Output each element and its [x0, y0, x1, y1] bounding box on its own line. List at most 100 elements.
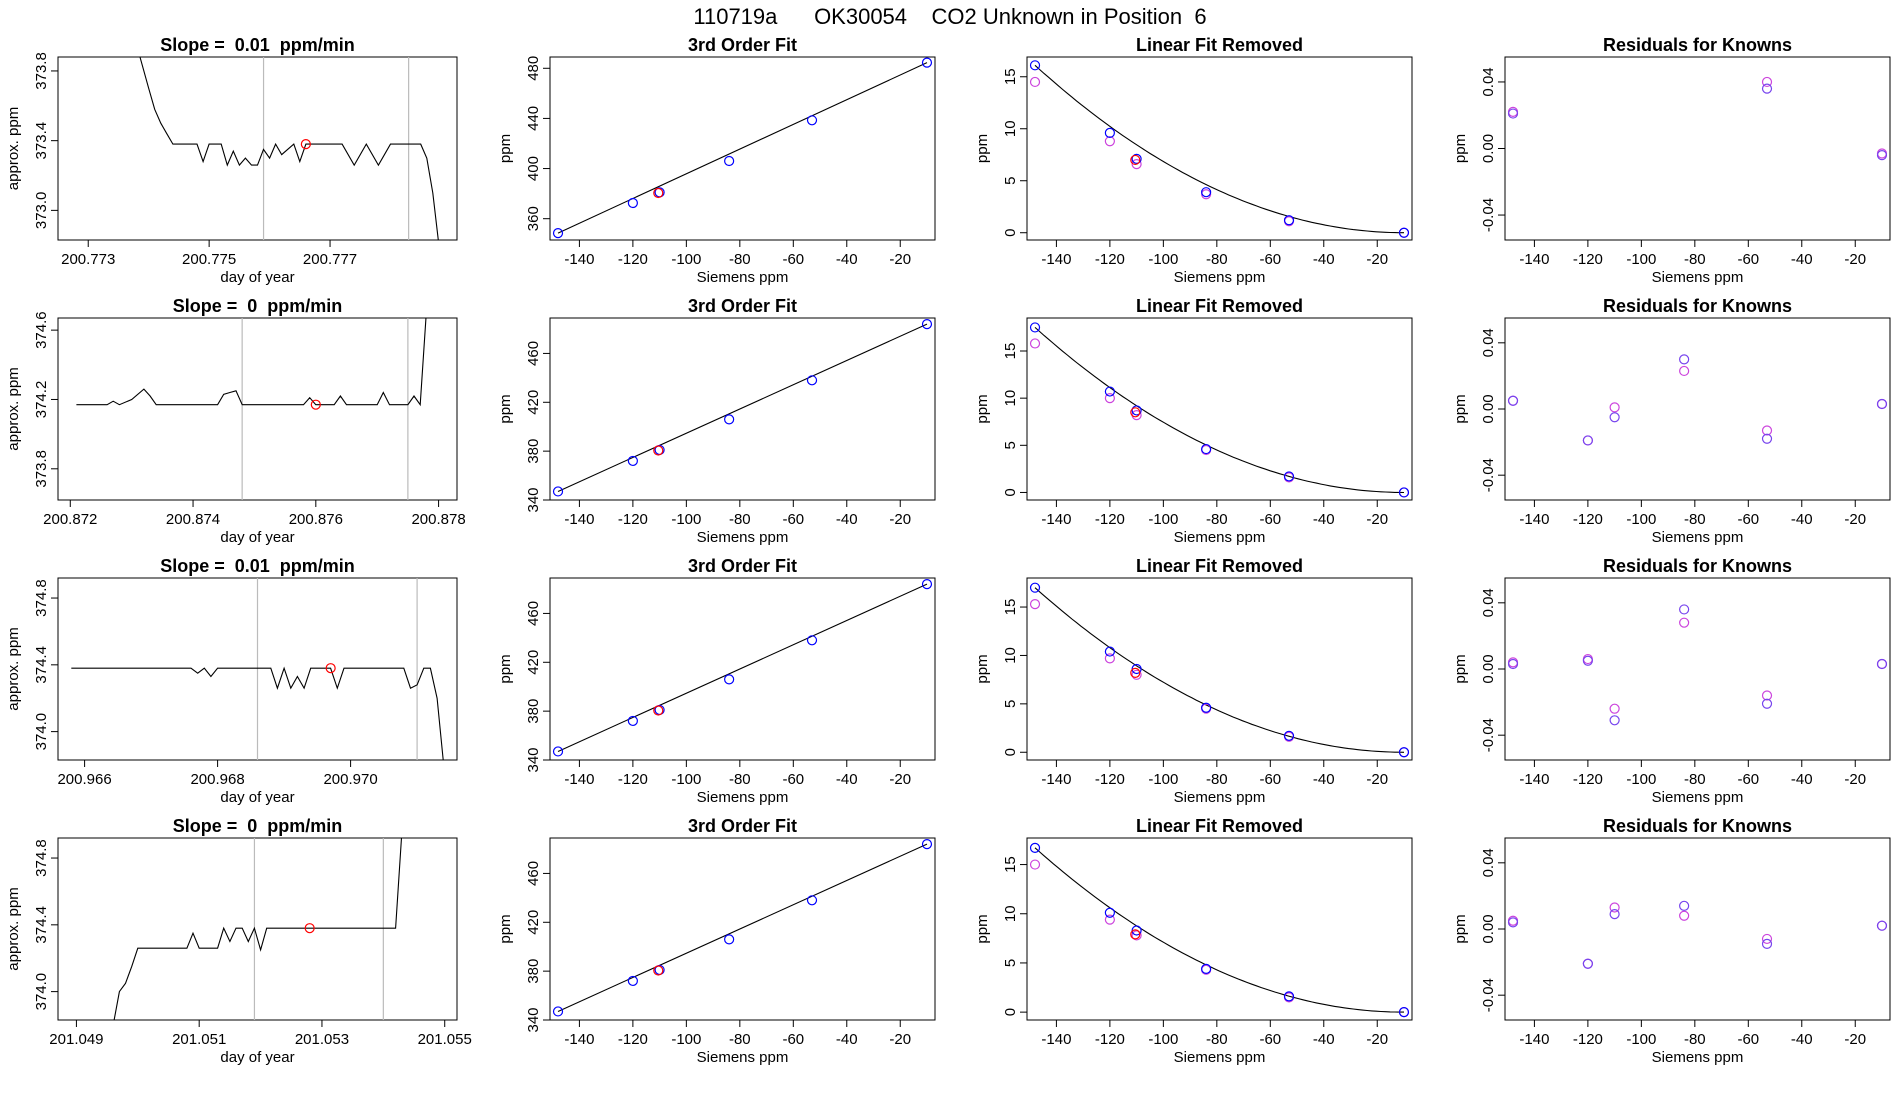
x-tick-label: -120 [1095, 771, 1125, 788]
x-axis-label: day of year [220, 789, 294, 806]
x-tick-label: -40 [1791, 771, 1813, 788]
unknown-point [653, 445, 664, 456]
x-tick-label: -100 [671, 251, 701, 268]
fit-curve [557, 843, 928, 1012]
x-tick-label: -20 [1366, 251, 1388, 268]
known-point [627, 715, 638, 727]
y-tick-label: 380 [525, 439, 542, 464]
alt-known-point [1131, 158, 1142, 170]
y-axis-label: ppm [1452, 394, 1469, 423]
y-tick-label: 373.4 [33, 122, 50, 160]
plot-area [113, 838, 403, 1020]
x-axis-label: Siemens ppm [1652, 789, 1744, 806]
x-tick-label: -120 [1095, 1031, 1125, 1048]
y-tick-label: 400 [525, 156, 542, 181]
x-tick-label: -60 [1259, 1031, 1281, 1048]
y-tick-label: 340 [525, 747, 542, 772]
alt-known-point [1029, 338, 1041, 349]
y-tick-label: 15 [1002, 599, 1019, 616]
x-tick-label: -80 [1206, 251, 1228, 268]
plot-area [1029, 842, 1410, 1018]
known-point [1398, 747, 1410, 758]
known-point [552, 746, 564, 757]
residual-point [1582, 655, 1593, 666]
chart-panel-r2-c3: Linear Fit Removed -140 -120 -100 -80 -60 -40 -… [974, 296, 1413, 546]
known-point [806, 895, 818, 906]
y-tick-label: 10 [1002, 390, 1019, 407]
x-tick-label: -80 [729, 1031, 751, 1048]
x-tick-label: -140 [1519, 251, 1549, 268]
y-tick-label: 0.00 [1480, 134, 1497, 163]
y-tick-label: 5 [1002, 177, 1019, 185]
chart-panel-r4-c2: 3rd Order Fit -140 -120 -100 -80 -60 -40 -20 340… [497, 816, 936, 1066]
y-tick-label: 15 [1002, 68, 1019, 85]
alt-residual-point [1761, 76, 1773, 88]
unknown-mean-point [310, 399, 321, 410]
unknown-point [1130, 929, 1141, 940]
x-tick-label: -40 [1313, 771, 1335, 788]
plot-frame [1026, 317, 1413, 501]
known-point [1283, 471, 1295, 482]
y-tick-label: -0.04 [1480, 718, 1497, 752]
y-tick-label: 15 [1002, 343, 1019, 360]
x-tick-label: -40 [1313, 511, 1335, 528]
unknown-mean-point [325, 663, 336, 674]
y-axis-label: ppm [1452, 914, 1469, 943]
x-tick-label: -120 [1095, 511, 1125, 528]
plot-area [1029, 60, 1410, 238]
residual-point [1761, 83, 1773, 94]
chart-panel-r2-c4: Residuals for Knowns -140 -120 -100 -80 -60 -4… [1452, 296, 1891, 546]
plot-area [552, 319, 933, 497]
concentration-trace [139, 57, 439, 240]
known-point [921, 839, 933, 850]
unknown-point [653, 965, 664, 976]
y-tick-label: 0 [1002, 1008, 1019, 1016]
x-tick-label: -60 [1737, 771, 1759, 788]
x-tick-label: -80 [729, 511, 751, 528]
residual-point [1507, 108, 1519, 119]
x-tick-label: -20 [1366, 511, 1388, 528]
y-tick-label: 440 [525, 106, 542, 131]
alt-known-point [1104, 914, 1115, 925]
known-point [1131, 405, 1142, 416]
x-tick-label: -100 [1626, 1031, 1656, 1048]
chart-panel-r3-c1: Slope = 0.01 ppm/min 200.966 200.968 200.97… [5, 556, 458, 806]
y-axis-label: ppm [497, 134, 514, 163]
unknown-point [1130, 667, 1141, 678]
panel-title: Residuals for Knowns [1603, 816, 1792, 836]
known-point [552, 228, 564, 239]
known-point [1283, 991, 1295, 1002]
x-tick-label: -120 [618, 1031, 648, 1048]
unknown-point [1130, 154, 1141, 166]
x-tick-label: -20 [1366, 1031, 1388, 1048]
x-tick-label: 201.053 [295, 1031, 349, 1048]
chart-panel-r3-c2: 3rd Order Fit -140 -120 -100 -80 -60 -40 -20 340… [497, 556, 936, 806]
known-point [1104, 386, 1115, 397]
x-tick-label: 200.876 [289, 511, 343, 528]
known-point [627, 197, 638, 209]
alt-known-point [1104, 136, 1115, 147]
residual-point [1679, 354, 1690, 365]
alt-residual-point [1609, 402, 1620, 413]
x-tick-label: -40 [1791, 511, 1813, 528]
y-tick-label: 460 [525, 341, 542, 366]
plot-frame [57, 56, 458, 241]
panel-title: Linear Fit Removed [1136, 556, 1303, 576]
y-tick-label: 15 [1002, 856, 1019, 873]
x-tick-label: -140 [1519, 771, 1549, 788]
known-point [1104, 907, 1115, 918]
x-axis-label: Siemens ppm [1174, 269, 1266, 286]
panel-title: 3rd Order Fit [688, 556, 797, 576]
plot-area [552, 839, 933, 1017]
plot-area [71, 578, 444, 760]
known-point [921, 319, 933, 330]
plot-frame [549, 56, 936, 241]
known-point [1029, 842, 1041, 853]
panel-title: Residuals for Knowns [1603, 556, 1792, 576]
x-tick-label: -20 [1844, 251, 1866, 268]
plot-frame [1026, 56, 1413, 241]
known-point [1398, 487, 1410, 498]
y-tick-label: 374.4 [33, 906, 50, 944]
alt-residual-point [1761, 425, 1773, 436]
y-tick-label: 5 [1002, 959, 1019, 967]
